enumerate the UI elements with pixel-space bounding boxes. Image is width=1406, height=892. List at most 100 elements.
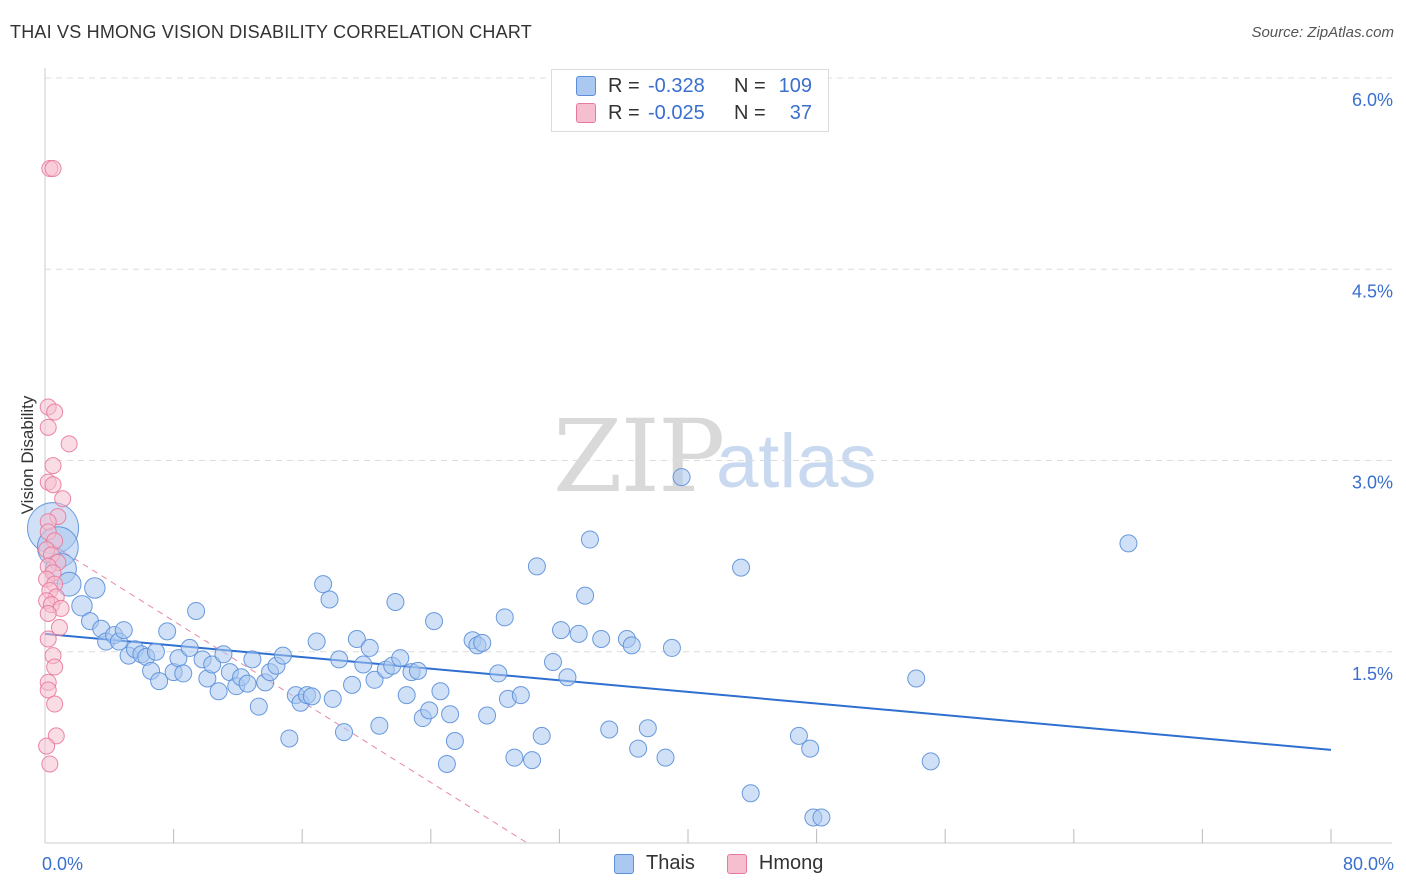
data-point-thais: [214, 645, 233, 664]
data-point-thais: [478, 706, 497, 725]
data-point-thais: [343, 675, 362, 694]
data-point-thais: [280, 729, 299, 748]
x-tick-label: 0.0%: [42, 854, 83, 874]
data-point-thais: [330, 650, 349, 669]
legend-row-thais: R = -0.328 N = 109: [576, 74, 812, 98]
data-point-thais: [174, 664, 193, 683]
tick-labels: 1.5% 3.0% 4.5% 6.0% 0.0% 80.0%: [42, 90, 1394, 874]
data-point-thais: [425, 612, 444, 631]
data-point-thais: [360, 638, 379, 657]
y-axis-label: Vision Disability: [18, 395, 37, 515]
data-point-thais: [445, 732, 464, 750]
series-thais-points: [27, 468, 1138, 827]
axes: [44, 68, 1392, 844]
data-point-thais: [495, 608, 514, 627]
data-point-thais: [532, 726, 551, 745]
data-point-thais: [1119, 534, 1138, 553]
data-point-thais: [523, 751, 542, 770]
data-point-thais: [569, 624, 588, 643]
data-point-hmong: [60, 435, 78, 453]
y-tick-label: 6.0%: [1352, 90, 1393, 110]
data-point-thais: [273, 646, 292, 665]
data-point-thais: [420, 701, 439, 720]
legend-n-value-hmong: 37: [789, 101, 812, 124]
data-point-hmong: [39, 681, 57, 699]
data-point-thais: [907, 669, 926, 688]
data-point-thais: [150, 672, 169, 691]
chart-title: THAI VS HMONG VISION DISABILITY CORRELAT…: [10, 22, 532, 42]
legend-r-label: R =: [608, 101, 640, 124]
legend-item-thais[interactable]: Thais: [614, 852, 695, 875]
x-tick-label: 80.0%: [1343, 854, 1394, 874]
data-point-thais: [323, 689, 342, 708]
data-point-thais: [243, 650, 262, 669]
series-legend: Thais Hmong: [614, 852, 855, 875]
data-point-thais: [741, 784, 760, 803]
legend-item-hmong[interactable]: Hmong: [726, 852, 824, 875]
data-point-thais: [473, 633, 492, 652]
data-point-hmong: [39, 418, 57, 436]
data-point-thais: [431, 682, 450, 701]
data-point-thais: [397, 686, 416, 705]
gridlines: [45, 77, 1392, 653]
data-point-thais: [84, 577, 106, 599]
source-label: Source: ZipAtlas.com: [1251, 24, 1394, 41]
legend-swatch-hmong: [726, 853, 747, 874]
data-point-thais: [158, 622, 177, 641]
data-point-thais: [672, 468, 691, 487]
data-point-thais: [801, 739, 820, 758]
y-tick-label: 4.5%: [1352, 281, 1393, 301]
data-point-thais: [334, 723, 353, 742]
watermark-zip: ZIP: [553, 398, 725, 515]
data-point-thais: [249, 697, 268, 716]
data-point-thais: [209, 682, 228, 701]
data-point-thais: [600, 720, 619, 739]
data-point-thais: [347, 630, 366, 648]
y-tick-label: 3.0%: [1352, 473, 1393, 493]
legend-r-value-thais: -0.328: [648, 74, 705, 97]
legend-n-value-thais: 109: [778, 74, 812, 97]
data-point-thais: [203, 655, 222, 674]
data-point-thais: [187, 601, 206, 620]
legend-r-label: R =: [608, 74, 640, 97]
data-point-thais: [314, 575, 333, 594]
data-point-thais: [370, 716, 389, 735]
trend-line-hmong-extension: [64, 551, 528, 844]
data-point-hmong: [44, 160, 62, 178]
data-point-thais: [732, 558, 751, 577]
data-point-thais: [629, 739, 648, 758]
data-point-thais: [146, 642, 165, 661]
data-point-thais: [180, 638, 199, 657]
data-point-thais: [558, 668, 577, 687]
data-point-thais: [662, 638, 681, 657]
data-point-thais: [527, 557, 546, 576]
data-point-thais: [789, 726, 808, 745]
data-point-thais: [307, 632, 326, 651]
data-point-hmong: [54, 490, 72, 508]
data-point-thais: [580, 530, 599, 549]
legend-swatch-thais: [614, 853, 634, 874]
data-point-thais: [638, 719, 657, 738]
legend-n-label: N =: [734, 101, 766, 124]
data-point-hmong: [50, 619, 68, 637]
trend-line-thais: [44, 632, 1332, 751]
data-point-thais: [437, 754, 456, 773]
data-point-thais: [543, 652, 562, 671]
y-tick-label: 1.5%: [1352, 664, 1393, 684]
data-point-thais: [812, 808, 831, 827]
legend-row-hmong: R = -0.025 N = 37: [576, 101, 812, 125]
data-point-hmong: [44, 476, 62, 494]
legend-label-hmong: Hmong: [758, 852, 824, 874]
data-point-thais: [489, 664, 508, 683]
data-point-thais: [656, 748, 675, 767]
legend-r-value-hmong: -0.025: [648, 101, 705, 124]
data-point-thais: [511, 686, 530, 705]
data-point-hmong: [39, 630, 57, 648]
data-point-thais: [71, 595, 93, 617]
data-point-hmong: [39, 605, 57, 622]
data-point-hmong: [46, 658, 64, 676]
data-point-thais: [552, 621, 571, 640]
correlation-legend: R = -0.328 N = 109 R = -0.025 N = 37: [551, 69, 829, 132]
data-point-thais: [386, 593, 405, 612]
